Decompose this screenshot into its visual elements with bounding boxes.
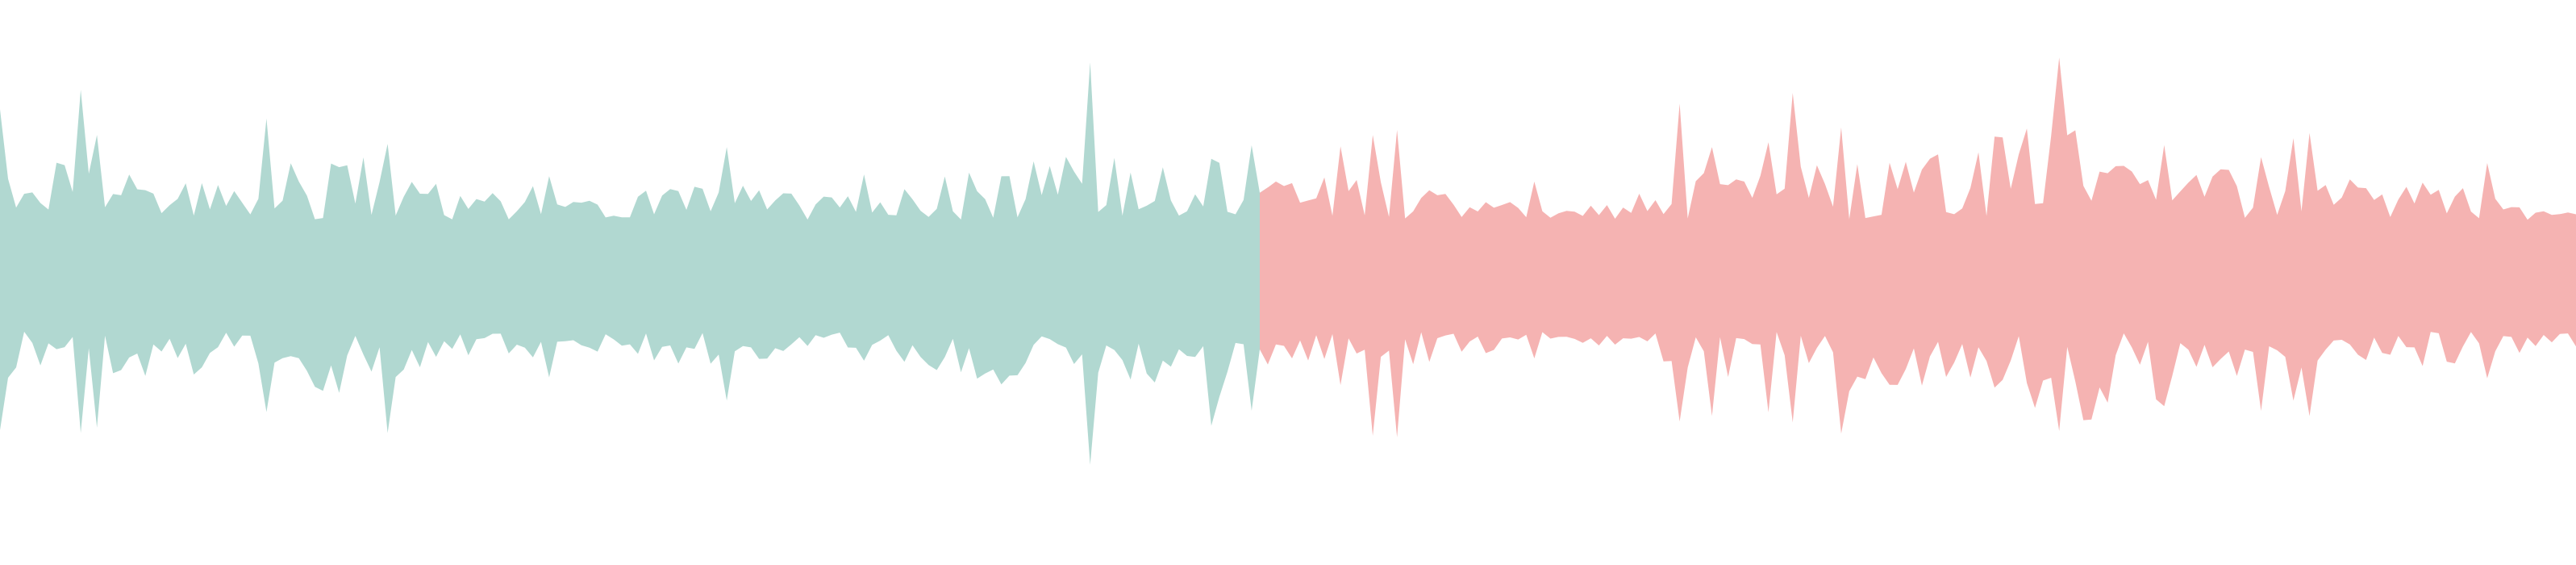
waveform-unplayed-section[interactable] — [1260, 57, 2576, 437]
waveform-played-section[interactable] — [0, 62, 1268, 465]
